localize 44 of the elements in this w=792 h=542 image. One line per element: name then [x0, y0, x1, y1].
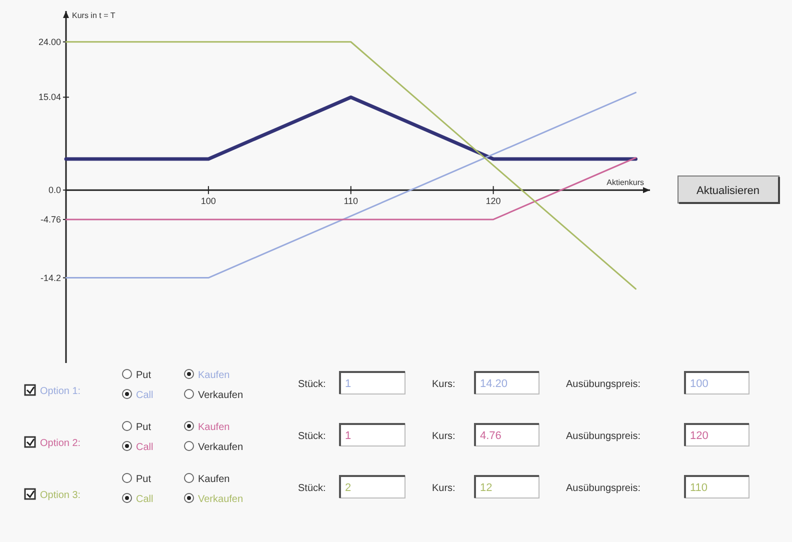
- y-tick-label: 15.04: [38, 92, 61, 102]
- x-axis-title: Aktienkurs: [606, 178, 644, 188]
- text: Option 1:: [40, 386, 81, 397]
- text-field: 4.76: [474, 423, 540, 446]
- text: Kaufen: [198, 370, 230, 381]
- text: Call: [136, 390, 154, 401]
- text: Kurs:: [432, 379, 456, 390]
- text: Ausübungspreis:: [566, 483, 640, 494]
- text: Ausübungspreis:: [566, 431, 640, 442]
- text-field: 120: [684, 423, 750, 446]
- text: Call: [136, 442, 154, 453]
- text-field: 100: [684, 371, 750, 394]
- text: Option 2:: [40, 438, 81, 449]
- button: Aktualisieren: [678, 176, 780, 204]
- text: Stück:: [298, 483, 326, 494]
- text: Put: [136, 370, 152, 381]
- text: Kurs:: [432, 431, 456, 442]
- x-tick-label: 100: [200, 196, 216, 206]
- text-field: 110: [684, 475, 750, 498]
- text: Call: [136, 494, 154, 505]
- text: Verkaufen: [198, 494, 244, 505]
- y-tick-label: 24.00: [38, 36, 61, 47]
- y-tick-label: -4.76: [40, 214, 61, 224]
- text: Put: [136, 474, 152, 485]
- text: Stück:: [298, 379, 326, 390]
- text-field: 1: [339, 423, 406, 446]
- x-tick-label: 120: [486, 196, 501, 206]
- text: Put: [136, 422, 152, 433]
- text: Kaufen: [198, 474, 230, 485]
- text: Ausübungspreis:: [566, 379, 640, 390]
- text-field: 1: [339, 371, 406, 394]
- text: Kurs:: [432, 483, 456, 494]
- text-field: 2: [339, 475, 406, 498]
- y-tick-label: 0.0: [48, 185, 61, 196]
- text-field: 12: [474, 475, 540, 498]
- text: Option 3:: [40, 490, 81, 501]
- text: Stück:: [298, 431, 326, 442]
- y-tick-label: -14.2: [40, 272, 61, 283]
- text: Verkaufen: [198, 442, 244, 453]
- text-field: 14.20: [474, 371, 540, 394]
- text: Kaufen: [198, 422, 230, 433]
- x-tick-label: 110: [344, 196, 358, 206]
- y-axis-title: Kurs in t = T: [72, 11, 116, 20]
- text: Verkaufen: [198, 390, 244, 401]
